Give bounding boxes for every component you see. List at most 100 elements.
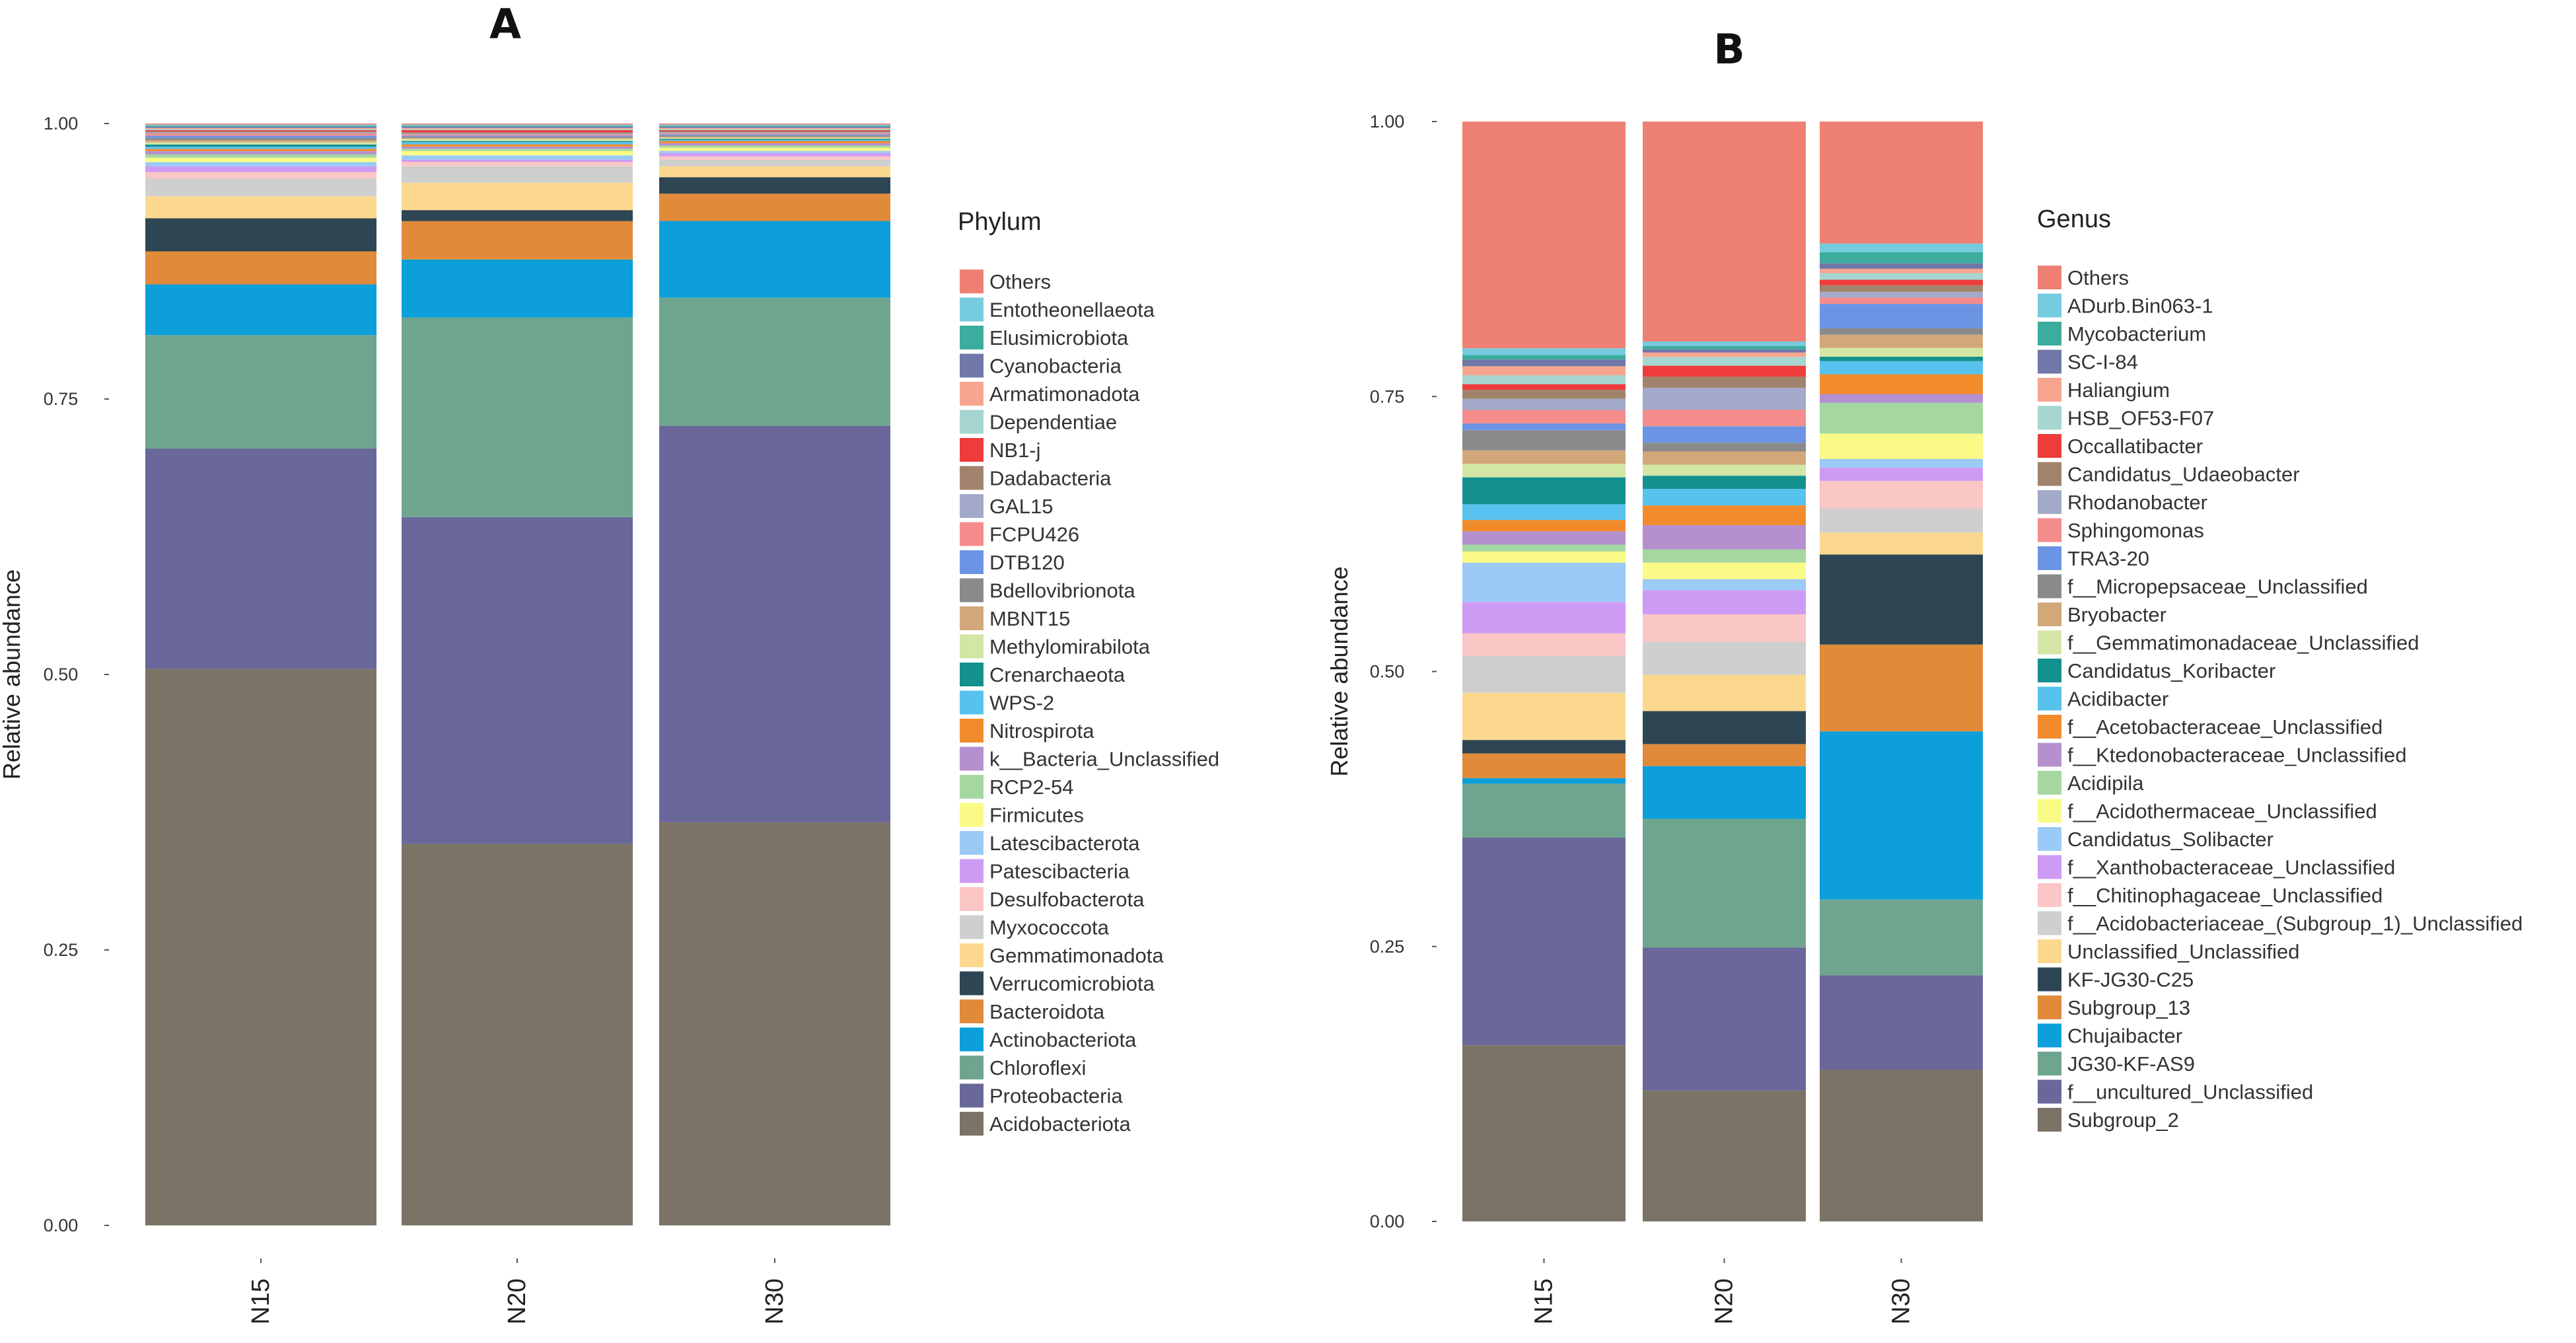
panel-b-legend-swatch-acidibacter: [2038, 686, 2061, 711]
panel-a-bar-n15-bacteroidota: [145, 251, 376, 285]
panel-a-bar-n30-elusimicrobiota: [659, 126, 890, 127]
panel-a-bar-n20-proteobacteria: [402, 517, 633, 844]
panel-a-bar-n15-cyanobacteria: [145, 127, 376, 128]
panel-a-legend-swatch-methylomirabilota: [960, 634, 984, 659]
panel-b-x-label-n20: N20: [1711, 1278, 1738, 1325]
panel-b-legend-swatch-f-xanthobacteraceae-unclassified: [2038, 855, 2061, 879]
panel-a-legend-swatch-fcpu426: [960, 522, 984, 546]
panel-a-legend-label-elusimicrobiota: Elusimicrobiota: [989, 326, 1129, 349]
panel-a-bar-n30-patescibacteria: [659, 153, 890, 157]
panel-a-bar-n20-actinobacteriota: [402, 259, 633, 318]
panel-a-bar-n20-bdellovibrionota: [402, 136, 633, 138]
panel-a-legend-swatch-dependentiae: [960, 410, 984, 434]
panel-a-legend-swatch-nb1-j: [960, 438, 984, 462]
panel-a-legend-label-myxococcota: Myxococcota: [989, 916, 1110, 939]
panel-a-bar-n30-crenarchaeota: [659, 139, 890, 140]
panel-b-bar-n15-f-gemmatimonadaceae-unclassified: [1462, 464, 1626, 478]
panel-b-legend-swatch-f-ktedonobacteraceae-unclassified: [2038, 743, 2061, 767]
panel-a-bar-n30-others: [659, 124, 890, 125]
panel-b-bar-n30-sphingomonas: [1820, 297, 1983, 305]
panel-b-ytick-label: 0.75: [1370, 386, 1405, 406]
panel-a-legend-label-cyanobacteria: Cyanobacteria: [989, 355, 1122, 378]
panel-b-bar-n15-f-uncultured-unclassified: [1462, 837, 1626, 1046]
panel-b-legend-swatch-mycobacterium: [2038, 322, 2061, 345]
panel-b-bar-n30-f-acidothermaceae-unclassified: [1820, 433, 1983, 459]
panel-b-legend-label-candidatus-udaeobacter: Candidatus_Udaeobacter: [2067, 463, 2300, 486]
panel-b-bar-n15-f-chitinophagaceae-unclassified: [1462, 633, 1626, 656]
panel-a-bar-n15-latescibacterota: [145, 162, 376, 167]
panel-b-legend-swatch-hsb-of53-f07: [2038, 406, 2061, 430]
panel-b-legend-swatch-chujaibacter: [2038, 1023, 2061, 1048]
panel-a-legend-label-patescibacteria: Patescibacteria: [989, 860, 1130, 883]
panel-a-bar-n30-actinobacteriota: [659, 221, 890, 298]
panel-b-bar-n30-f-uncultured-unclassified: [1820, 975, 1983, 1070]
panel-a-bar-n15-desulfobacterota: [145, 172, 376, 179]
panel-b-bar-n15-jg30-kf-as9: [1462, 783, 1626, 838]
panel-b-bar-n30-candidatus-udaeobacter: [1820, 285, 1983, 292]
panel-b-bar-n15-kf-jg30-c25: [1462, 740, 1626, 754]
panel-b-bar-n20-f-acidobacteriaceae-subgroup-1-unclassified: [1643, 641, 1806, 675]
panel-b-legend-label-f-gemmatimonadaceae-unclassified: f__Gemmatimonadaceae_Unclassified: [2067, 632, 2419, 655]
panel-a-legend-swatch-rcp2-54: [960, 775, 984, 799]
panel-b-legend-label-f-xanthobacteraceae-unclassified: f__Xanthobacteraceae_Unclassified: [2067, 856, 2395, 879]
panel-b-legend-label-acidibacter: Acidibacter: [2067, 688, 2168, 711]
panel-b-legend-swatch-adurb-bin063-1: [2038, 293, 2061, 318]
panel-b-bar-n15-mycobacterium: [1462, 355, 1626, 360]
panel-a-bar-n15-acidobacteriota: [145, 669, 376, 1225]
panel-a-bar-n30-latescibacterota: [659, 151, 890, 153]
panel-b-bar-n20-f-xanthobacteraceae-unclassified: [1643, 590, 1806, 614]
panel-a-bar-n30-proteobacteria: [659, 425, 890, 822]
panel-b-legend-label-hsb-of53-f07: HSB_OF53-F07: [2067, 407, 2214, 430]
panel-b-bar-n30-rhodanobacter: [1820, 291, 1983, 298]
panel-a-legend-label-latescibacterota: Latescibacterota: [989, 832, 1140, 855]
panel-b-bar-n30-f-xanthobacteraceae-unclassified: [1820, 467, 1983, 481]
panel-b-bar-n30-sc-i-84: [1820, 263, 1983, 269]
panel-b-bar-n30-mycobacterium: [1820, 252, 1983, 264]
panel-a-bar-n20-dependentiae: [402, 129, 633, 130]
panel-b-bar-n15-f-acidobacteriaceae-subgroup-1-unclassified: [1462, 655, 1626, 693]
panel-b-legend-label-acidipila: Acidipila: [2067, 772, 2144, 795]
panel-a-legend-swatch-mbnt15: [960, 606, 984, 630]
panel-b-bar-n20-f-ktedonobacteraceae-unclassified: [1643, 525, 1806, 550]
panel-a-legend-swatch-others: [960, 270, 984, 293]
panel-b-bar-n30-bryobacter: [1820, 334, 1983, 348]
panel-b-legend-swatch-candidatus-koribacter: [2038, 659, 2061, 682]
panel-a-legend-swatch-myxococcota: [960, 915, 984, 939]
panel-b-bar-n20-hsb-of53-f07: [1643, 357, 1806, 366]
panel-b-legend-label-f-micropepsaceae-unclassified: f__Micropepsaceae_Unclassified: [2067, 575, 2368, 599]
panel-b-bar-n15-subgroup-13: [1462, 753, 1626, 778]
panel-a-bar-n15-crenarchaeota: [145, 144, 376, 147]
panel-b-bar-n30-candidatus-koribacter: [1820, 356, 1983, 361]
panel-a-bar-n30-desulfobacterota: [659, 156, 890, 160]
panel-b-bar-n30-haliangium: [1820, 268, 1983, 273]
panel-b-bar-n30-f-acidobacteriaceae-subgroup-1-unclassified: [1820, 508, 1983, 533]
panel-b-ytick-label: 0.00: [1370, 1212, 1405, 1231]
panel-b-ytick-label: 0.25: [1370, 937, 1405, 957]
panel-a-legend-label-acidobacteriota: Acidobacteriota: [989, 1112, 1131, 1136]
panel-b-bar-n15-chujaibacter: [1462, 778, 1626, 784]
panel-a-bar-n30-gemmatimonadota: [659, 166, 890, 178]
panel-a-bar-n15-myxococcota: [145, 178, 376, 197]
panel-a-bar-n15-dtb120: [145, 135, 376, 138]
panel-b-legend-swatch-occallatibacter: [2038, 434, 2061, 458]
panel-b-bar-n30-subgroup-2: [1820, 1070, 1983, 1221]
panel-a-legend-label-rcp2-54: RCP2-54: [989, 776, 1074, 799]
panel-a-x-label-n30: N30: [761, 1278, 789, 1325]
panel-a-bar-n15-armatimonadota: [145, 127, 376, 129]
panel-a-bar-n20-gal15: [402, 133, 633, 135]
panel-b-chart: B 0.00 0.25 0.50 0.75 1.00 Relative abundance N…: [1326, 25, 2522, 1325]
panel-b-legend-swatch-f-gemmatimonadaceae-unclassified: [2038, 630, 2061, 655]
panel-b-legend-swatch-others: [2038, 266, 2061, 289]
panel-a-bar-n20-desulfobacterota: [402, 162, 633, 166]
panel-b-legend-label-subgroup-2: Subgroup_2: [2067, 1108, 2179, 1132]
panel-a-chart: A 0.00 0.25 0.50 0.75 1.00 Relative abundance N…: [0, 0, 1219, 1325]
panel-a-x-label-n20: N20: [503, 1278, 531, 1325]
panel-b-legend-label-f-uncultured-unclassified: f__uncultured_Unclassified: [2067, 1081, 2313, 1104]
panel-a-bar-n30-dtb120: [659, 134, 890, 136]
panel-a-bar-n20-crenarchaeota: [402, 141, 633, 143]
panel-a-x-label-n15: N15: [247, 1278, 275, 1325]
panel-b-legend-label-unclassified-unclassified: Unclassified_Unclassified: [2067, 940, 2300, 963]
panel-a-legend-swatch-elusimicrobiota: [960, 326, 984, 349]
panel-a-bar-n20-bacteroidota: [402, 221, 633, 260]
